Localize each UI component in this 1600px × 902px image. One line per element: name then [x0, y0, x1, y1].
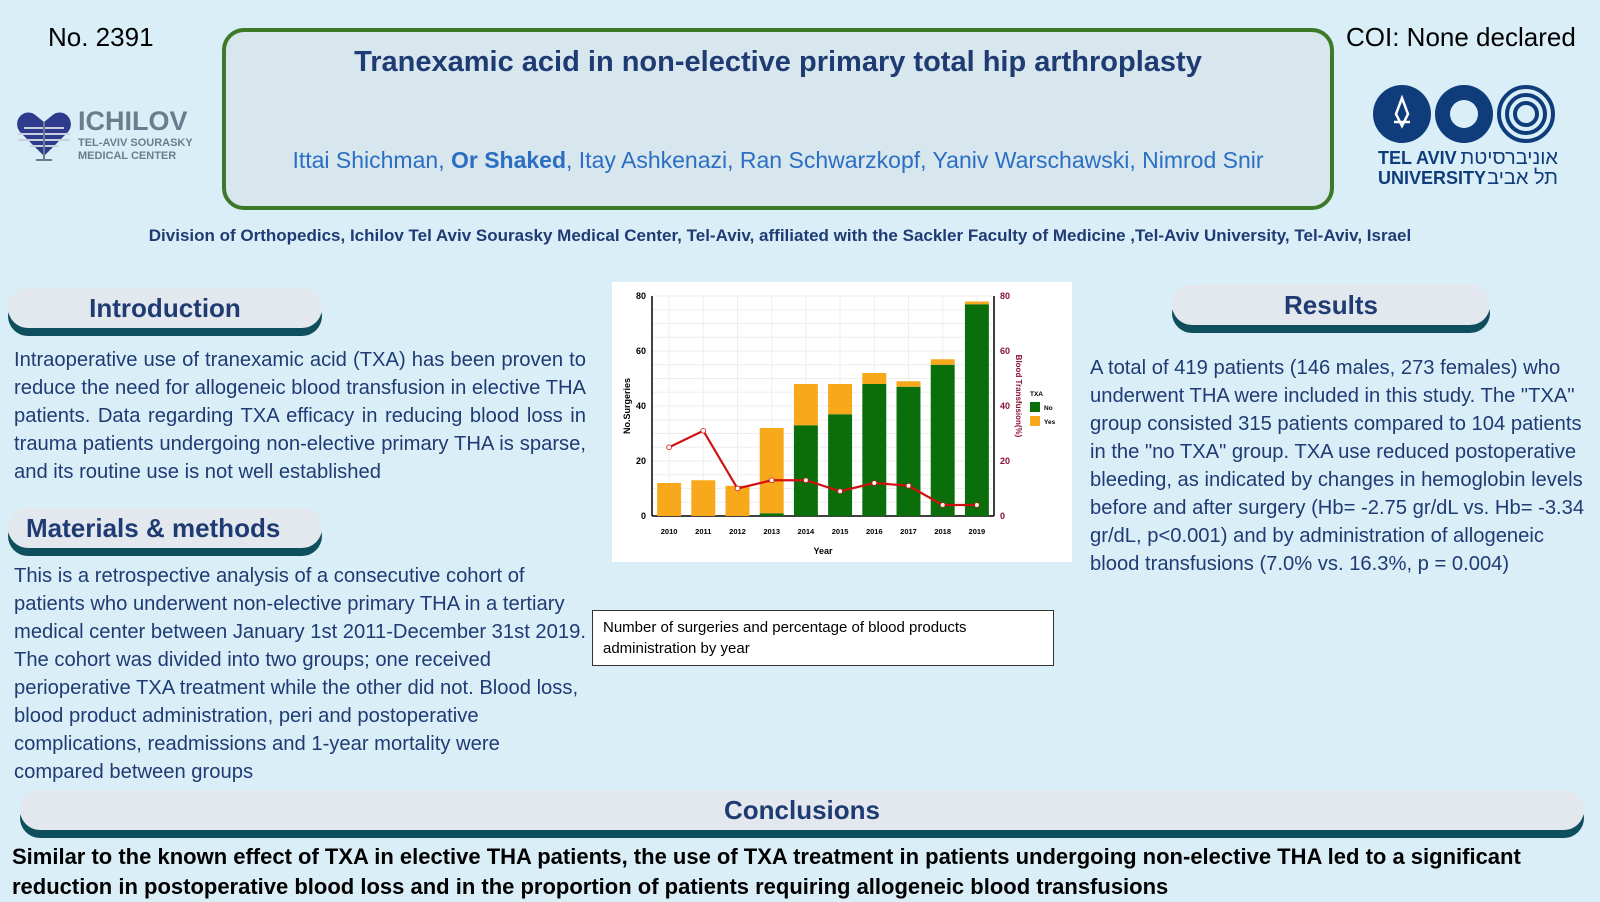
y-axis-label: No.Surgeries [622, 378, 632, 434]
transfusion-point [837, 488, 843, 495]
y2-tick-label: 0 [1000, 511, 1005, 521]
results-text: A total of 419 patients (146 males, 273 … [1090, 357, 1585, 575]
methods-heading: Materials & methods [8, 508, 322, 548]
y-tick-label: 80 [636, 291, 646, 301]
introduction-text: Intraoperative use of tranexamic acid (T… [14, 349, 586, 483]
legend-label-yes: Yes [1044, 419, 1056, 426]
y-tick-label: 60 [636, 346, 646, 356]
transfusion-point [734, 485, 741, 492]
tau-en1: TEL AVIV [1378, 148, 1457, 168]
y-tick-label: 40 [636, 401, 646, 411]
author-separator: , [1129, 147, 1143, 173]
x-tick-label: 2014 [798, 527, 816, 536]
methods-text: This is a retrospective analysis of a co… [14, 565, 586, 783]
poster-number: No. 2391 [48, 22, 154, 52]
author-separator: , [920, 147, 933, 173]
y2-tick-label: 80 [1000, 291, 1010, 301]
ichilov-line1: TEL-AVIV SOURASKY [78, 137, 193, 149]
author-separator: , [566, 147, 579, 173]
ichilov-line2: MEDICAL CENTER [78, 150, 176, 162]
x-tick-label: 2019 [969, 527, 986, 536]
bar-no [828, 414, 853, 516]
author-list: Ittai Shichman, Or Shaked, Itay Ashkenaz… [226, 147, 1330, 174]
bar-yes [691, 480, 716, 516]
author-name: Ran Schwarzkopf [739, 147, 921, 173]
x-tick-label: 2013 [763, 527, 780, 536]
legend-swatch-no [1030, 402, 1040, 412]
author-name: Or Shaked [450, 147, 567, 173]
ichilov-heart-icon: ICHILOV TEL-AVIV SOURASKY MEDICAL CENTER [17, 106, 193, 162]
x-tick-label: 2016 [866, 527, 883, 536]
y2-tick-label: 20 [1000, 456, 1010, 466]
y-tick-label: 0 [641, 511, 646, 521]
surgeries-chart: 0 0 20 20 40 40 60 60 80 80 2010 2011 2012 2013 2014 20… [622, 291, 1056, 556]
x-tick-label: 2015 [832, 527, 849, 536]
author-separator: , [438, 147, 451, 173]
conclusions-heading: Conclusions [20, 790, 1584, 830]
bar-yes [896, 381, 921, 387]
affiliation-line: Division of Orthopedics, Ichilov Tel Avi… [148, 226, 1412, 245]
tau-logo: TEL AVIV UNIVERSITY אוניברסיטת תל אביב [1372, 84, 1562, 190]
bar-no [930, 364, 955, 516]
introduction-heading: Introduction [8, 288, 322, 328]
transfusion-point [939, 502, 946, 508]
bar-yes [657, 483, 682, 516]
bar-no [759, 513, 784, 516]
bar-no [896, 386, 921, 516]
tau-circles-icon: TEL AVIV UNIVERSITY אוניברסיטת תל אביב [1373, 85, 1558, 189]
tau-he2: תל אביב [1487, 167, 1558, 189]
x-tick-label: 2010 [661, 527, 678, 536]
y-tick-label: 20 [636, 456, 646, 466]
transfusion-point [768, 477, 775, 484]
conclusions-text: Similar to the known effect of TXA in el… [12, 844, 1521, 899]
bar-yes [964, 301, 989, 305]
x-tick-label: 2018 [934, 527, 951, 536]
author-name: Nimrod Snir [1142, 147, 1264, 173]
ichilov-name: ICHILOV [78, 106, 188, 136]
x-tick-label: 2017 [900, 527, 917, 536]
bar-yes [793, 384, 818, 426]
figure-caption: Number of surgeries and percentage of bl… [592, 610, 1054, 666]
x-tick-label: 2011 [695, 527, 711, 536]
legend-swatch-yes [1030, 416, 1040, 426]
title-box: Tranexamic acid in non-elective primary … [222, 28, 1334, 210]
x-tick-label: 2012 [729, 527, 746, 536]
y2-tick-label: 60 [1000, 346, 1010, 356]
author-name: Itay Ashkenazi [578, 147, 728, 173]
results-heading: Results [1172, 285, 1490, 325]
author-name: Ittai Shichman [292, 147, 439, 173]
transfusion-point [871, 480, 878, 486]
transfusion-point [974, 502, 980, 508]
transfusion-point [803, 477, 809, 484]
legend-title: TXA [1030, 391, 1043, 398]
tau-en2: UNIVERSITY [1378, 168, 1486, 188]
bar-no [964, 304, 989, 516]
bar-yes [759, 428, 784, 514]
transfusion-point [905, 482, 912, 489]
transfusion-point [700, 427, 707, 434]
coi-statement: COI: None declared [1346, 22, 1576, 52]
ichilov-logo: ICHILOV TEL-AVIV SOURASKY MEDICAL CENTER [14, 104, 204, 166]
legend-label-no: No [1044, 405, 1053, 412]
tau-he1: אוניברסיטת [1460, 147, 1558, 169]
chart-panel: 0 0 20 20 40 40 60 60 80 80 2010 2011 2012 2013 2014 20… [612, 282, 1072, 562]
bar-no [862, 384, 887, 516]
transfusion-point [666, 444, 672, 451]
bar-no [793, 425, 818, 516]
bar-yes [930, 359, 955, 365]
bar-yes [725, 485, 750, 516]
bar-yes [828, 384, 853, 415]
poster-title: Tranexamic acid in non-elective primary … [354, 46, 1202, 78]
author-name: Yaniv Warschawski [932, 147, 1130, 173]
author-separator: , [727, 147, 740, 173]
x-axis-label: Year [813, 546, 833, 556]
y2-tick-label: 40 [1000, 401, 1010, 411]
transfusion-line [668, 429, 977, 507]
y2-axis-label: Blood Transfusion(%) [1014, 355, 1023, 438]
bar-yes [862, 373, 887, 384]
